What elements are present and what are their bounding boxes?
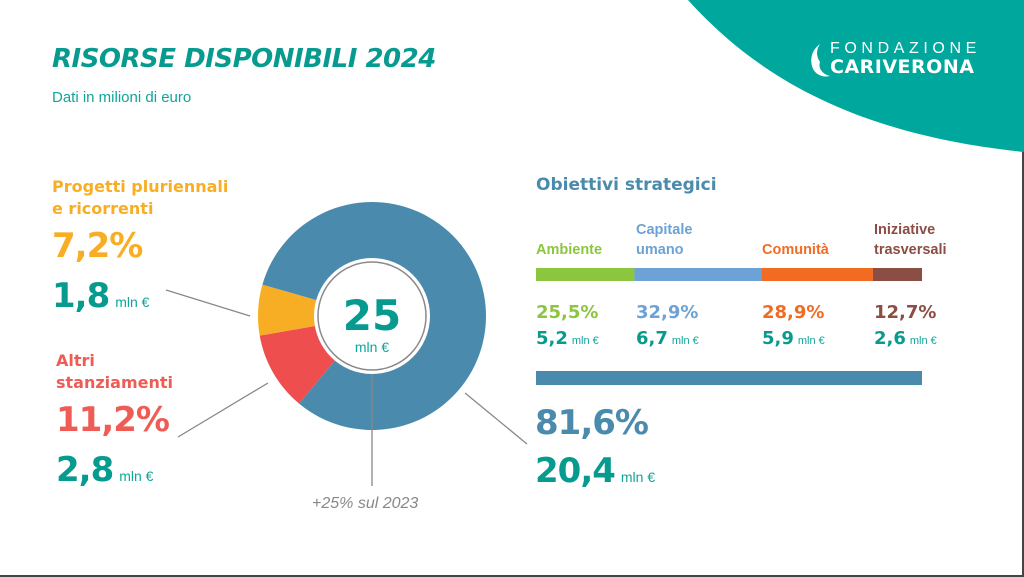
leader-line-altri xyxy=(177,382,269,438)
leader-line-progetti xyxy=(165,289,251,317)
slice-value-altri-unit: mln € xyxy=(119,468,154,484)
category-label-line1: Capitale xyxy=(636,222,693,238)
category-label-comunita: Comunità xyxy=(762,220,829,260)
category-value-number: 5,2 xyxy=(536,328,568,349)
category-value-iniziative: 2,6 mln € xyxy=(874,328,937,349)
category-percent-ambiente: 25,5% xyxy=(536,302,599,323)
category-percent-iniziative: 12,7% xyxy=(874,302,937,323)
slice-value-altri-number: 2,8 xyxy=(56,450,114,490)
total-bar xyxy=(536,371,922,385)
category-value-number: 5,9 xyxy=(762,328,794,349)
category-value-comunita: 5,9 mln € xyxy=(762,328,825,349)
slice-label-progetti-line1: Progetti pluriennali xyxy=(52,177,229,196)
category-value-unit: mln € xyxy=(571,335,599,347)
bar-segment-comunita xyxy=(761,268,873,281)
slice-value-obiettivi: 20,4 mln € xyxy=(535,451,655,491)
leader-line-obiettivi xyxy=(464,392,528,445)
slice-value-progetti: 1,8 mln € xyxy=(52,276,149,316)
category-percent-capitale-umano: 32,9% xyxy=(636,302,699,323)
slice-label-progetti-line2: e ricorrenti xyxy=(52,199,154,218)
bar-segment-ambiente xyxy=(536,268,635,281)
logo-fondazione-cariverona: FONDAZIONE CARIVERONA xyxy=(808,40,998,84)
logo-line1: FONDAZIONE xyxy=(830,40,981,57)
swoosh-shape xyxy=(688,0,1024,152)
category-label-iniziative: Iniziative trasversali xyxy=(874,220,947,260)
category-label-line2: Ambiente xyxy=(536,242,603,258)
slice-label-progetti: Progetti pluriennali e ricorrenti xyxy=(52,176,228,220)
logo-line2: CARIVERONA xyxy=(830,56,975,78)
bar-segment-iniziative xyxy=(872,268,922,281)
category-value-number: 2,6 xyxy=(874,328,906,349)
donut-hole-ring xyxy=(317,261,427,371)
slice-value-obiettivi-number: 20,4 xyxy=(535,451,616,491)
donut-center-value: 25 xyxy=(343,291,401,340)
donut-hole xyxy=(314,258,430,374)
category-value-capitale-umano: 6,7 mln € xyxy=(636,328,699,349)
category-value-unit: mln € xyxy=(797,335,825,347)
category-value-unit: mln € xyxy=(909,335,937,347)
page-title: RISORSE DISPONIBILI 2024 xyxy=(52,44,436,74)
donut-center-unit: mln € xyxy=(355,339,389,355)
slice-value-progetti-number: 1,8 xyxy=(52,276,110,316)
slice-label-altri: Altri stanziamenti xyxy=(56,350,173,394)
bar-segment-capitale-umano xyxy=(634,268,762,281)
category-label-line2: trasversali xyxy=(874,242,947,258)
stacked-bar-segments xyxy=(536,268,922,281)
category-label-line2: Comunità xyxy=(762,242,829,258)
category-value-ambiente: 5,2 mln € xyxy=(536,328,599,349)
slice-percent-progetti: 7,2% xyxy=(52,226,143,266)
category-label-ambiente: Ambiente xyxy=(536,220,602,260)
category-value-number: 6,7 xyxy=(636,328,668,349)
slice-percent-obiettivi: 81,6% xyxy=(535,403,649,443)
slice-label-altri-line1: Altri xyxy=(56,351,95,370)
slice-value-progetti-unit: mln € xyxy=(115,294,150,310)
page-subtitle: Dati in milioni di euro xyxy=(52,89,192,106)
category-label-line1: Iniziative xyxy=(874,222,936,238)
slice-value-obiettivi-unit: mln € xyxy=(620,469,656,485)
category-percent-comunita: 28,9% xyxy=(762,302,825,323)
category-value-unit: mln € xyxy=(671,335,699,347)
growth-note: +25% sul 2023 xyxy=(312,495,419,512)
category-label-line2: umano xyxy=(636,242,684,258)
strategic-objectives-title: Obiettivi strategici xyxy=(536,175,717,195)
category-label-capitale-umano: Capitale umano xyxy=(636,220,692,260)
slice-value-altri: 2,8 mln € xyxy=(56,450,153,490)
slice-percent-altri: 11,2% xyxy=(56,400,170,440)
logo-drop-icon xyxy=(811,44,830,77)
slice-label-altri-line2: stanziamenti xyxy=(56,373,173,392)
